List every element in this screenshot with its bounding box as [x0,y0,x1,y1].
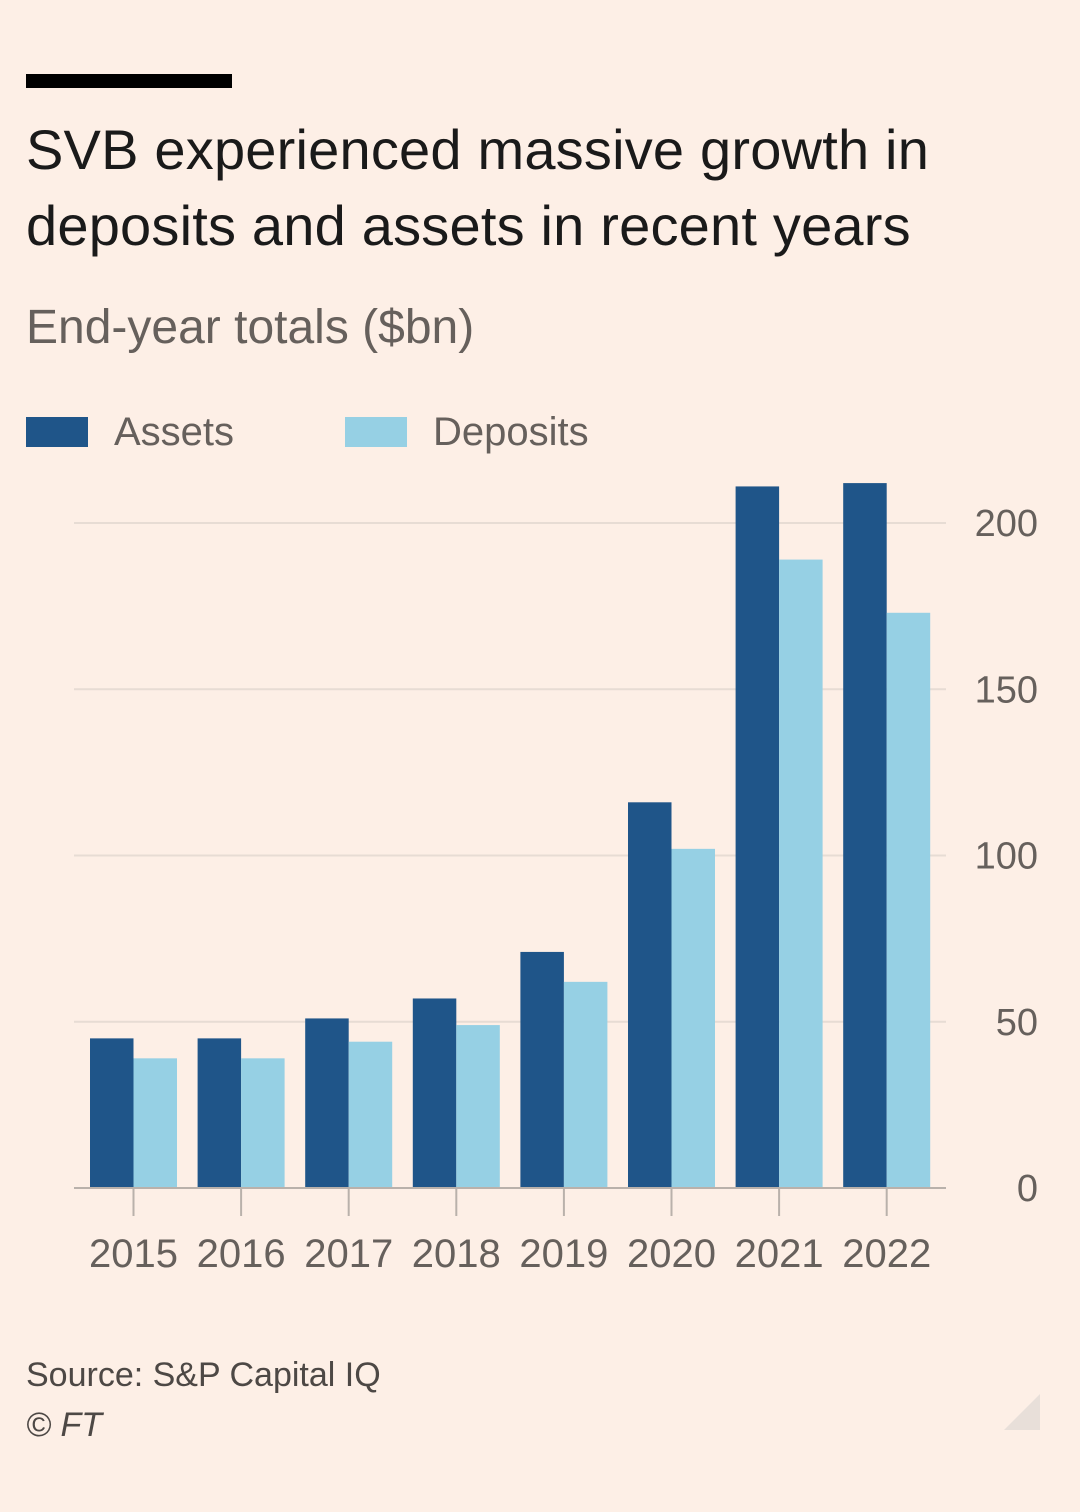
legend-swatch-assets [26,417,88,447]
bar-deposits [348,1041,393,1188]
x-tick-label: 2017 [304,1232,393,1276]
bar-deposits [133,1058,177,1188]
bar-assets [412,998,457,1188]
y-tick-label: 100 [975,836,1038,878]
y-tick-label: 200 [975,503,1038,545]
legend-item-assets: Assets [26,404,234,460]
bar-assets [197,1038,242,1188]
x-tick-label: 2022 [842,1232,931,1276]
copyright-note: © FT [26,1406,103,1444]
legend-label-deposits: Deposits [433,409,589,454]
bar-deposits [886,612,931,1188]
corner-triangle-icon [1004,1394,1040,1430]
bar-assets [305,1018,349,1188]
bar-assets [520,951,564,1188]
y-tick-label: 50 [996,1002,1038,1044]
bar-assets [843,483,887,1189]
x-tick-label: 2021 [735,1232,824,1276]
top-rule [26,74,232,88]
bar-deposits [671,848,715,1188]
x-tick-label: 2016 [197,1232,286,1276]
bar-chart: 0 50 100 150 200 2015 2016 2017 2018 2019 2020 2021… [74,483,1038,1276]
x-tick-label: 2019 [519,1232,608,1276]
bar-assets [628,802,672,1188]
y-tick-label: 0 [1017,1168,1038,1210]
bar-deposits [563,981,608,1188]
legend-label-assets: Assets [114,409,235,454]
chart-subtitle: End-year totals ($bn) [26,301,475,354]
bar-deposits [779,559,823,1188]
x-tick-label: 2020 [627,1232,716,1276]
legend-swatch-deposits [345,417,407,447]
legend-item-deposits: Deposits [345,404,589,460]
y-tick-label: 150 [975,669,1038,711]
chart-title: SVB experienced massive growth in deposi… [26,118,930,257]
x-tick-label: 2018 [412,1232,501,1276]
x-tick-label: 2015 [89,1232,178,1276]
bar-deposits [241,1058,285,1188]
source-note: Source: S&P Capital IQ [26,1356,381,1394]
bar-deposits [456,1025,500,1188]
bar-assets [735,486,780,1188]
bar-assets [90,1038,134,1188]
